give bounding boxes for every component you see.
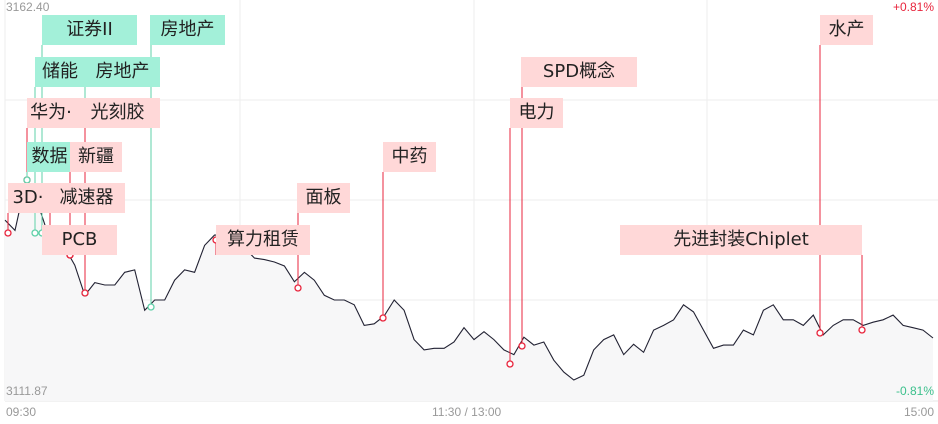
annotation-dot-17 xyxy=(858,326,866,334)
annotation-tag[interactable]: SPD概念 xyxy=(521,57,637,87)
annotation-dot-8 xyxy=(4,229,12,237)
pct-max-label: +0.81% xyxy=(892,0,934,14)
x-tick-close: 15:00 xyxy=(903,405,934,419)
annotation-tag[interactable]: 面板 xyxy=(297,183,350,213)
annotation-tag[interactable]: 光刻胶 xyxy=(75,98,160,128)
annotation-tag[interactable]: 3D· xyxy=(8,183,48,213)
annotation-tag[interactable]: 华为· xyxy=(27,98,75,128)
price-area xyxy=(5,185,933,401)
annotation-dot-2 xyxy=(31,229,39,237)
annotation-tag[interactable]: 新疆 xyxy=(70,142,122,172)
annotation-tag[interactable]: 房地产 xyxy=(150,15,225,45)
annotation-tag[interactable]: 证券II xyxy=(42,15,137,45)
y-max-label: 3162.40 xyxy=(6,0,50,14)
y-min-label: 3111.87 xyxy=(6,384,48,398)
annotation-tag[interactable]: 水产 xyxy=(820,15,873,45)
annotation-tag[interactable]: 电力 xyxy=(510,98,563,128)
annotation-tag[interactable]: 中药 xyxy=(383,142,436,172)
annotation-dot-5 xyxy=(81,289,89,297)
pct-min-label: -0.81% xyxy=(895,384,934,398)
annotation-tag[interactable]: 先进封装Chiplet xyxy=(620,225,862,255)
x-tick-midday: 11:30 / 13:00 xyxy=(432,405,502,419)
annotation-dot-15 xyxy=(518,342,526,350)
annotation-tag[interactable]: 减速器 xyxy=(48,183,125,213)
annotation-tag[interactable]: 房地产 xyxy=(85,57,160,87)
annotation-dot-16 xyxy=(816,329,824,337)
annotation-dot-14 xyxy=(506,360,514,368)
annotation-tag[interactable]: 算力租赁 xyxy=(216,225,310,255)
price-line xyxy=(4,184,934,381)
annotation-tag[interactable]: 储能 xyxy=(35,57,85,87)
annotation-dot-1 xyxy=(147,303,155,311)
x-tick-open: 09:30 xyxy=(6,405,37,419)
annotation-tag[interactable]: PCB xyxy=(42,225,117,255)
annotation-dot-13 xyxy=(379,314,387,322)
annotation-dot-12 xyxy=(294,284,302,292)
annotation-tag[interactable]: 数据 xyxy=(27,142,72,172)
